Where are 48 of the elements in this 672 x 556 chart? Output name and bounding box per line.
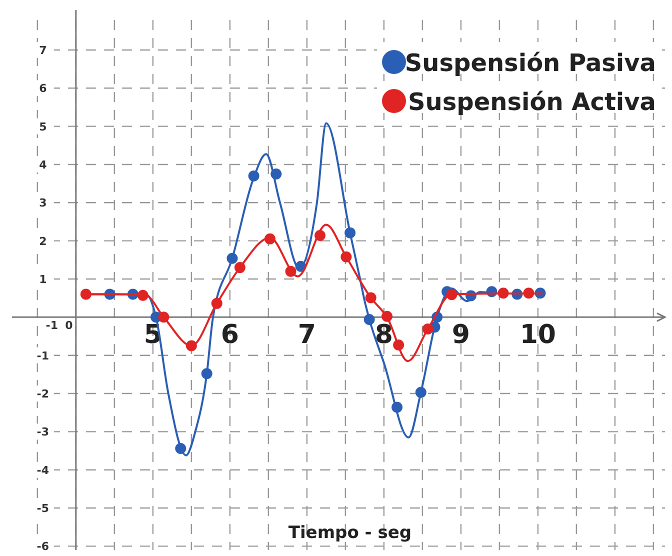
point <box>158 312 170 323</box>
y-tick-label: -5 <box>36 502 50 516</box>
point <box>234 262 246 274</box>
y-tick-label: 3 <box>39 196 47 210</box>
y-tick-label: 4 <box>39 158 48 172</box>
point <box>175 442 186 454</box>
point <box>270 168 282 180</box>
point <box>393 340 404 351</box>
point <box>264 233 276 244</box>
x-tick-label: 9 <box>452 320 470 350</box>
point <box>186 340 197 352</box>
point <box>226 252 238 264</box>
x-tick-label: 8 <box>374 320 393 350</box>
point <box>80 288 92 300</box>
y-tick-label: -3 <box>36 426 50 439</box>
point <box>201 368 212 380</box>
x-tick-label: 6 <box>220 320 239 350</box>
point <box>365 292 376 304</box>
point <box>314 230 326 241</box>
x-tick-label: 10 <box>520 320 556 350</box>
point <box>415 386 426 398</box>
legend-label: Suspensión Pasiva <box>404 49 656 77</box>
point <box>382 310 393 322</box>
point <box>392 402 403 413</box>
point <box>344 227 356 238</box>
point <box>248 170 260 182</box>
annotation: 0 <box>65 319 74 332</box>
x-axis-title: Tiempo - seg <box>288 523 412 543</box>
point <box>340 251 352 262</box>
y-tick-label: 5 <box>39 120 47 134</box>
point <box>446 289 458 300</box>
y-tick-label: -2 <box>36 388 50 401</box>
y-tick-label: -6 <box>36 540 50 554</box>
y-tick-label: 1 <box>39 273 47 286</box>
point <box>498 288 509 299</box>
y-tick-label: 7 <box>39 44 47 57</box>
point <box>364 314 375 325</box>
point <box>523 288 534 299</box>
legend-label: Suspensión Activa <box>408 88 656 116</box>
point <box>422 324 434 334</box>
x-tick-label: 7 <box>298 320 316 350</box>
y-tick-label: -1 <box>36 349 50 362</box>
point <box>211 298 222 309</box>
y-tick-label: 6 <box>39 82 48 96</box>
point <box>285 266 296 277</box>
y-tick-label: 2 <box>39 234 47 248</box>
y-tick-label: -4 <box>36 464 50 477</box>
point <box>137 290 148 301</box>
